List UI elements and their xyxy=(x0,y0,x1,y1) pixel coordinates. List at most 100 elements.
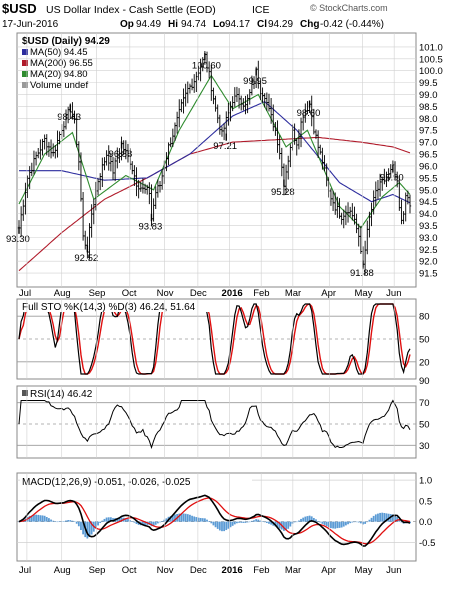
rsi-grid xyxy=(17,402,416,446)
price-annotation: 99.95 xyxy=(243,76,267,87)
macd-signal-line xyxy=(18,497,411,545)
price-bar xyxy=(133,165,136,186)
price-annotation: 98.60 xyxy=(297,108,321,119)
x-axis-label: Feb xyxy=(253,565,269,576)
macd-histogram-bar xyxy=(362,521,364,525)
moving-average-lines xyxy=(18,74,411,272)
macd-histogram-bar xyxy=(80,521,82,531)
macd-histogram-bar xyxy=(103,518,106,522)
macd-histogram-bar xyxy=(189,514,191,522)
macd-histogram-bar xyxy=(310,516,313,522)
macd-histogram-bar xyxy=(370,517,373,522)
x-axis-label: 2016 xyxy=(222,288,243,299)
macd-histogram-bar xyxy=(107,517,110,522)
macd-histogram-bar xyxy=(86,521,89,539)
macd-histogram-bar xyxy=(124,518,127,522)
macd-line xyxy=(18,494,411,547)
macd-histogram-bar xyxy=(321,521,324,524)
x-axis-label: Dec xyxy=(190,565,207,576)
open-label: Op xyxy=(120,19,134,30)
macd-histogram-bar xyxy=(364,521,367,524)
price-bar xyxy=(321,147,324,170)
price-bar xyxy=(327,176,331,198)
x-axis-label: Sep xyxy=(89,565,106,576)
price-bar xyxy=(242,98,245,111)
macd-histogram-bar xyxy=(385,513,388,522)
macd-histogram-bar xyxy=(398,519,401,522)
macd-histogram-bar xyxy=(300,518,302,522)
low-value: 94.17 xyxy=(225,19,250,30)
macd-histogram-bar xyxy=(218,521,221,531)
price-bar xyxy=(348,206,352,217)
price-bar xyxy=(359,226,363,254)
price-bar xyxy=(22,199,25,221)
macd-histogram-bar xyxy=(109,517,112,522)
price-bar xyxy=(319,144,322,155)
macd-histogram-bar xyxy=(392,514,394,522)
macd-histogram-bar xyxy=(50,519,52,522)
price-bar xyxy=(278,135,281,160)
macd-histogram-bar xyxy=(28,515,31,522)
macd-histogram-bar xyxy=(180,513,183,522)
price-y-tick-label: 97.0 xyxy=(419,138,438,149)
price-bar xyxy=(105,150,108,166)
macd-histogram-bar xyxy=(323,521,326,525)
macd-histogram-bar xyxy=(18,521,20,523)
macd-histogram-bar xyxy=(372,515,375,522)
price-bar xyxy=(101,157,104,187)
macd-histogram-bar xyxy=(276,521,279,528)
macd-histogram-bar xyxy=(250,520,253,522)
price-bar xyxy=(338,198,341,219)
legend-ma20: MA(20) 94.80 xyxy=(30,69,88,80)
macd-histogram-bar xyxy=(394,515,396,522)
price-bar xyxy=(244,95,247,115)
sto-y-tick-label: 50 xyxy=(419,335,430,346)
price-y-tick-label: 100.0 xyxy=(419,66,443,77)
macd-histogram-bar xyxy=(65,520,67,522)
macd-histogram-bar xyxy=(238,521,240,523)
price-bar xyxy=(41,138,44,156)
macd-histogram-bar xyxy=(165,518,168,522)
x-axis-label: Jun xyxy=(386,565,401,576)
rsi-panel: 30 50 70 90 RSI(14) 46.42 xyxy=(16,376,430,459)
rsi-line xyxy=(18,399,411,450)
price-bar xyxy=(218,114,222,135)
macd-histogram-bar xyxy=(278,521,281,529)
sto-legend-text: Full STO %K(14,3) %D(3) 46.24, 51.64 xyxy=(22,302,196,313)
x-axis-label: 2016 xyxy=(222,565,243,576)
macd-histogram-bar xyxy=(291,521,294,524)
macd-histogram-bar xyxy=(174,514,176,522)
price-legend: $USD (Daily) 94.29 MA(50) 94.45 MA(200) … xyxy=(22,36,110,91)
price-panel-frame xyxy=(16,32,417,288)
macd-legend-bg xyxy=(20,476,252,487)
macd-histogram-bar xyxy=(199,517,202,522)
sto-y-tick-label: 80 xyxy=(419,312,430,323)
ma50-line xyxy=(19,101,411,204)
price-bar xyxy=(400,199,403,225)
macd-histogram-bar xyxy=(257,519,260,522)
macd-histogram-bar xyxy=(77,521,80,527)
macd-histogram-bar xyxy=(255,519,258,522)
macd-histogram-bar xyxy=(135,521,138,524)
price-bar xyxy=(24,182,27,215)
macd-histogram-bar xyxy=(351,521,354,523)
macd-histogram-bar xyxy=(263,521,266,523)
legend-swatch-volume xyxy=(22,82,28,88)
macd-histogram-bar xyxy=(71,520,74,522)
price-y-tick-label: 99.5 xyxy=(419,78,438,89)
macd-y-tick-label: -0.5 xyxy=(419,538,435,549)
rsi-y-tick-label: 90 xyxy=(419,376,430,387)
price-y-tick-label: 97.5 xyxy=(419,126,438,137)
rsi-y-tick-label: 50 xyxy=(419,420,430,431)
sto-legend: Full STO %K(14,3) %D(3) 46.24, 51.64 xyxy=(20,301,216,313)
price-bar xyxy=(184,83,187,107)
macd-histogram-bar xyxy=(112,518,114,522)
x-axis-label: Nov xyxy=(157,565,174,576)
macd-title: MACD(12,26,9) -0.051, -0.026, -0.025 xyxy=(22,477,191,488)
legend-ma200: MA(200) 96.55 xyxy=(30,58,93,69)
price-y-tick-label: 93.0 xyxy=(419,233,438,244)
price-bar xyxy=(158,181,162,193)
sto-y-tick-label: 20 xyxy=(419,357,430,368)
macd-histogram-bar xyxy=(186,514,189,522)
